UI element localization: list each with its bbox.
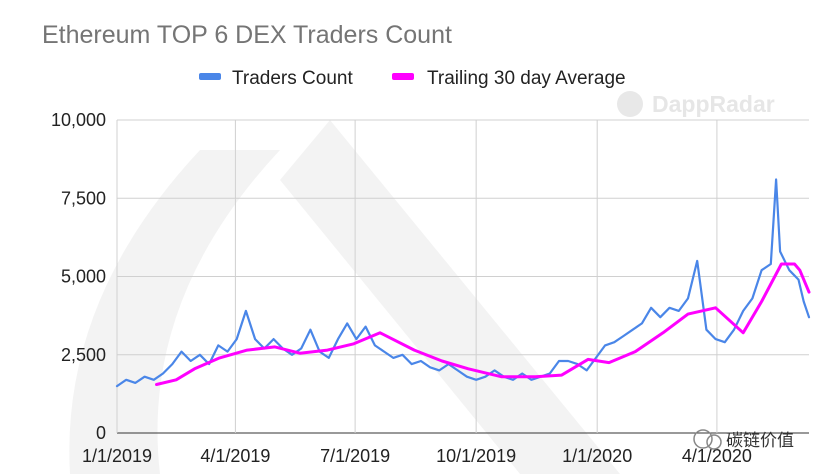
y-tick-label: 10,000 — [51, 110, 106, 130]
y-axis: 0 2,500 5,000 7,500 10,000 — [51, 110, 106, 443]
x-axis: 1/1/2019 4/1/2019 7/1/2019 10/1/2019 1/1/202… — [82, 446, 752, 466]
y-tick-label: 5,000 — [61, 267, 106, 287]
x-tick-label: 10/1/2019 — [436, 446, 516, 466]
wechat-badge: 碳链价值 — [693, 429, 794, 450]
wechat-icon-secondary — [706, 434, 722, 450]
y-tick-label: 2,500 — [61, 345, 106, 365]
x-tick-label: 4/1/2019 — [200, 446, 270, 466]
y-tick-label: 7,500 — [61, 188, 106, 208]
plot-area — [115, 178, 811, 388]
legend: Traders Count Trailing 30 day Average — [199, 68, 626, 89]
wechat-icon — [693, 429, 713, 449]
series-line-traders-count — [115, 178, 811, 388]
x-tick-label: 1/1/2019 — [82, 446, 152, 466]
watermark-logo-icon — [617, 91, 643, 117]
series-line-trailing-average — [155, 262, 811, 386]
watermark-text: DappRadar — [652, 91, 775, 117]
legend-label-traders: Traders Count — [232, 68, 353, 89]
x-tick-label: 4/1/2020 — [682, 446, 752, 466]
legend-label-average: Trailing 30 day Average — [427, 68, 626, 89]
legend-swatch-average — [392, 73, 414, 80]
x-tick-label: 1/1/2020 — [562, 446, 632, 466]
wechat-label: 碳链价值 — [726, 431, 794, 450]
y-tick-label: 0 — [96, 423, 106, 443]
legend-swatch-traders — [199, 73, 221, 80]
x-tick-label: 7/1/2019 — [320, 446, 390, 466]
watermark-shapes — [69, 91, 643, 474]
chart-title: Ethereum TOP 6 DEX Traders Count — [42, 21, 452, 49]
